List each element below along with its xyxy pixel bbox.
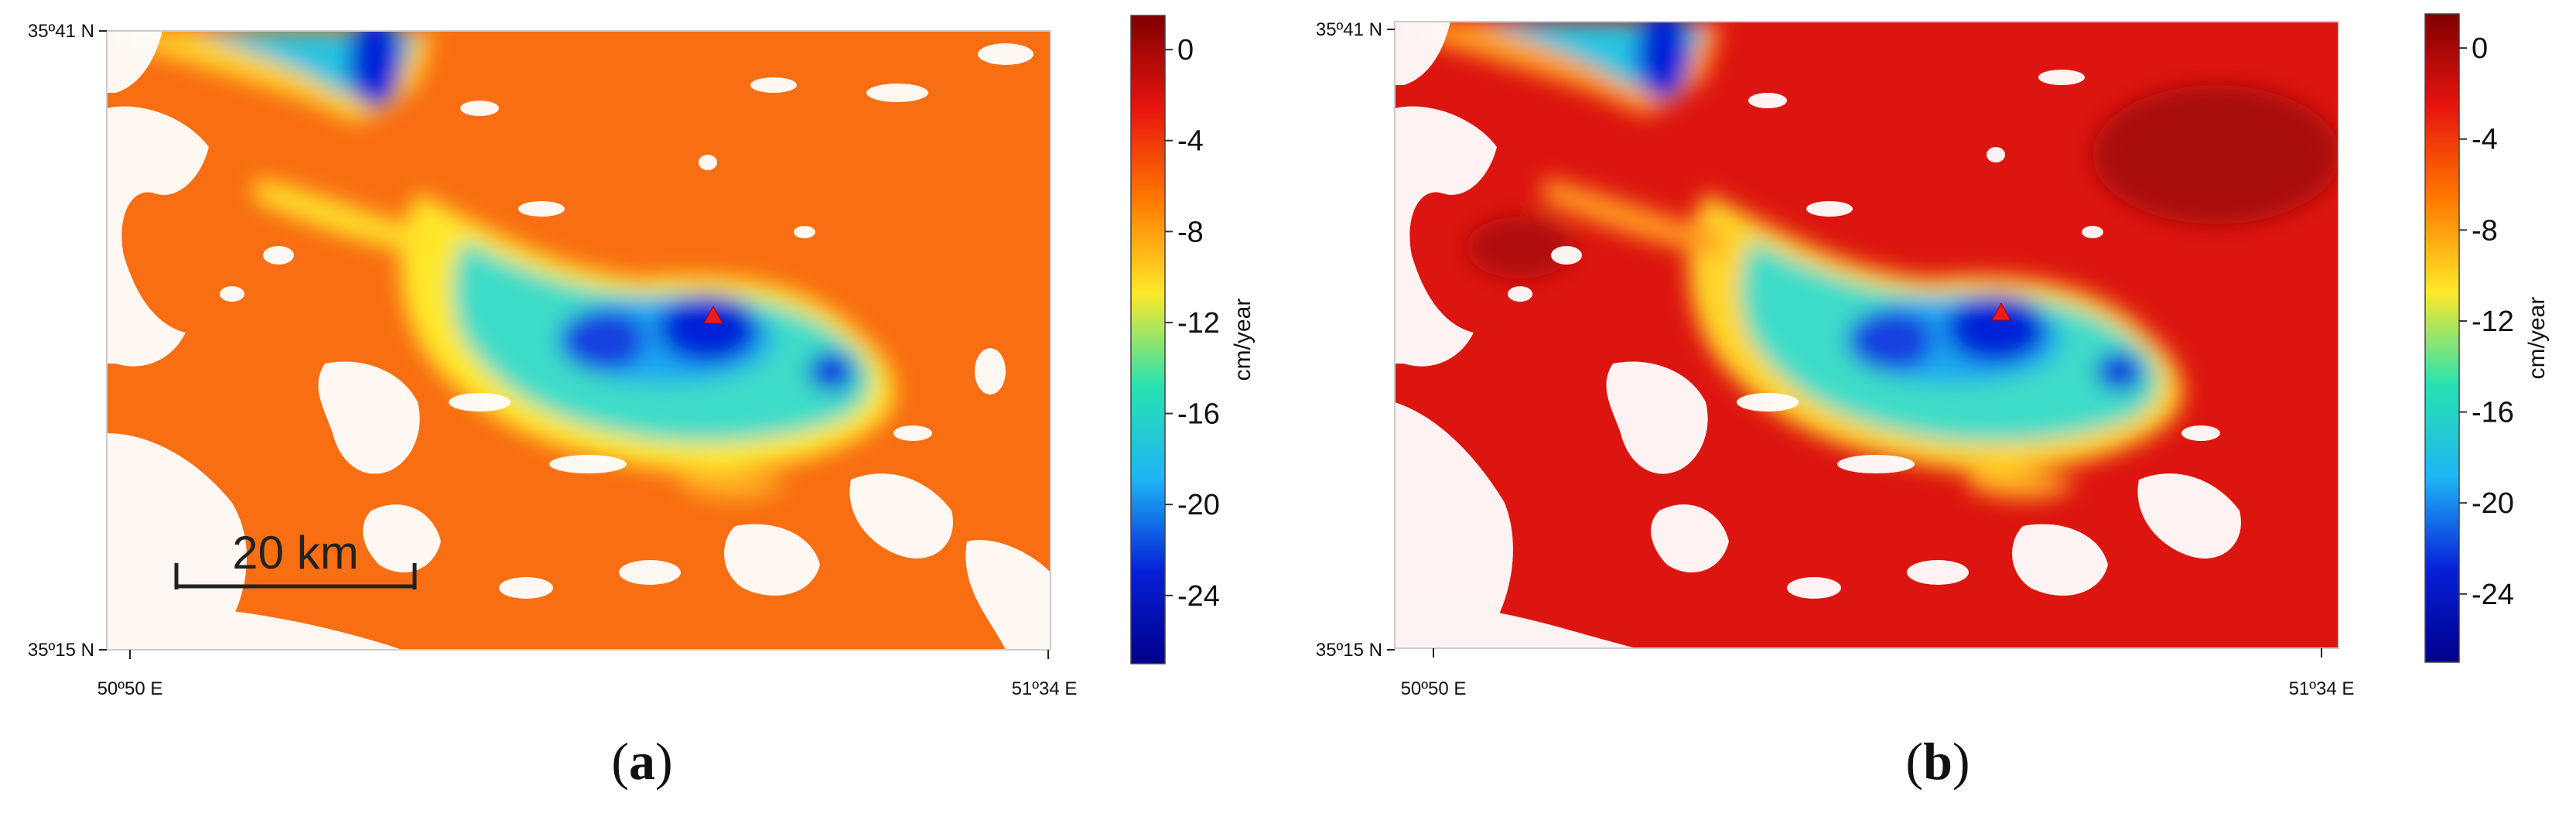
colorbar-tick-label: -24: [1177, 580, 1220, 613]
colorbar-tick-label: -16: [2472, 397, 2514, 429]
colorbar-tick-label: -4: [2472, 124, 2498, 156]
caption-a: (a): [611, 732, 673, 791]
map-frame-a: [106, 30, 1051, 651]
colorbar-tick-label: 0: [2472, 32, 2488, 65]
colorbar-unit-label: cm/year: [1230, 299, 1256, 381]
reference-marker: [703, 305, 723, 324]
lat-top-label: 35º41 N: [28, 21, 94, 42]
colorbar-tick-label: -16: [1177, 398, 1220, 431]
map-image-a: [107, 31, 1051, 650]
lon-right-label: 51º34 E: [1012, 678, 1078, 699]
colorbar-a: 0 -4 -8 -12 -16 -20 -24 cm/year: [1130, 15, 1256, 664]
caption-b-letter: b: [1923, 732, 1952, 791]
colorbar-tick-label: -12: [2472, 306, 2514, 338]
colorbar-tick-label: -4: [1177, 125, 1204, 158]
colorbar-unit-label: cm/year: [2524, 297, 2550, 380]
lon-left-label: 50º50 E: [1401, 678, 1467, 699]
colorbar-tick-label: -20: [2472, 487, 2514, 520]
colorbar-tick-label: -12: [1177, 307, 1220, 340]
colorbar-tick-label: -8: [1177, 216, 1204, 248]
panel-a: 35º41 N 35º15 N 50º50 E 51º34 E 20 km 0 -…: [28, 15, 1256, 791]
caption-a-letter: a: [629, 732, 655, 791]
scale-bar-label: 20 km: [232, 527, 358, 579]
panel-a-svg: 35º41 N 35º15 N 50º50 E 51º34 E 20 km 0 -…: [28, 15, 1256, 699]
colorbar-gradient: [1130, 15, 1166, 664]
panel-b-svg: 35º41 N 35º15 N 50º50 E 51º34 E 0 -4 -8 -12…: [1316, 13, 2550, 699]
map-frame-b: [1394, 21, 2339, 649]
colorbar-tick-label: -8: [2472, 214, 2498, 247]
caption-b: (b): [1905, 732, 1970, 791]
colorbar-b: 0 -4 -8 -12 -16 -20 -24 cm/year: [2424, 13, 2550, 663]
map-image-b: [1395, 22, 2339, 648]
colorbar-tick-label: -24: [2472, 579, 2514, 611]
colorbar-gradient: [2424, 13, 2460, 663]
lat-top-label: 35º41 N: [1316, 19, 1382, 40]
colorbar-tick-label: -20: [1177, 489, 1220, 521]
lat-bottom-label: 35º15 N: [28, 640, 94, 661]
panel-b: 35º41 N 35º15 N 50º50 E 51º34 E 0 -4 -8 -12…: [1288, 0, 2576, 813]
lon-right-label: 51º34 E: [2289, 678, 2355, 699]
lat-bottom-label: 35º15 N: [1316, 640, 1382, 661]
scale-bar: 20 km: [174, 527, 417, 589]
colorbar-tick-label: 0: [1177, 34, 1194, 67]
lon-left-label: 50º50 E: [97, 678, 163, 699]
reference-marker: [1991, 302, 2011, 321]
